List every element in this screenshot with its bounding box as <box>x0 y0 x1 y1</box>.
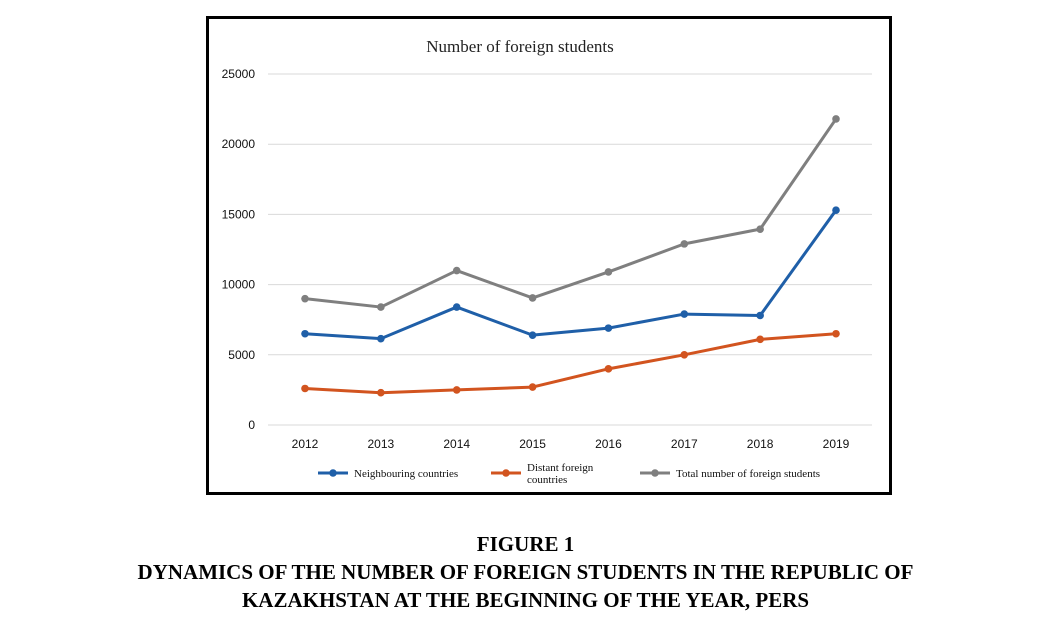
data-point <box>604 324 613 332</box>
x-tick-label: 2012 <box>292 437 319 451</box>
x-tick-label: 2013 <box>368 437 395 451</box>
x-tick-label: 2019 <box>823 437 850 451</box>
legend-entry: Total number of foreign students <box>640 468 820 480</box>
data-point <box>680 240 689 248</box>
series-line <box>304 118 838 309</box>
y-tick-label: 5000 <box>228 348 255 362</box>
data-point <box>301 294 309 303</box>
data-point <box>452 386 461 394</box>
chart-frame <box>206 16 892 495</box>
data-point <box>528 294 537 302</box>
x-tick-label: 2018 <box>747 437 774 451</box>
grid-lines <box>268 73 872 426</box>
data-point <box>377 303 385 311</box>
chart-title: Number of foreign students <box>426 37 613 56</box>
series-1 <box>301 329 840 397</box>
data-point <box>756 225 764 233</box>
series-line <box>304 209 838 341</box>
data-point <box>756 311 764 320</box>
figure-caption-line-2: KAZAKHSTAN AT THE BEGINNING OF THE YEAR,… <box>241 588 810 612</box>
figure-caption-line-1: DYNAMICS OF THE NUMBER OF FOREIGN STUDEN… <box>137 560 914 584</box>
data-point <box>832 115 840 123</box>
y-tick-label: 20000 <box>222 137 256 151</box>
legend-label: Distant foreign <box>527 462 594 474</box>
y-tick-label: 15000 <box>222 207 256 221</box>
legend-marker <box>502 469 510 477</box>
series-line <box>304 332 837 395</box>
data-point <box>301 329 309 338</box>
data-point <box>377 388 385 397</box>
x-tick-label: 2016 <box>595 437 622 451</box>
figure-label: FIGURE 1 <box>476 532 575 556</box>
y-tick-label: 10000 <box>222 278 256 292</box>
data-point <box>832 206 840 214</box>
data-point <box>756 335 764 344</box>
legend-label: Total number of foreign students <box>676 468 820 480</box>
data-point <box>452 303 461 311</box>
data-point <box>832 329 840 338</box>
y-axis-ticks: 0 5000 10000 15000 20000 25000 <box>222 67 256 432</box>
series-lines <box>301 115 840 397</box>
x-tick-label: 2014 <box>443 437 470 451</box>
legend-entry: Neighbouring countries <box>318 468 458 480</box>
x-axis-ticks: 2012 2013 2014 2015 2016 2017 2018 2019 <box>292 437 850 451</box>
data-point <box>604 268 613 276</box>
series-2 <box>301 115 840 311</box>
data-point <box>680 351 689 359</box>
series-0 <box>301 206 840 343</box>
legend-marker <box>651 469 659 477</box>
legend-label: countries <box>527 474 567 486</box>
y-tick-label: 25000 <box>222 67 256 81</box>
data-point <box>301 384 309 393</box>
legend: Neighbouring countries Distant foreigncou… <box>318 462 820 486</box>
legend-marker <box>329 469 337 477</box>
y-tick-label: 0 <box>248 418 255 432</box>
x-tick-label: 2017 <box>671 437 698 451</box>
x-tick-label: 2015 <box>519 437 546 451</box>
data-point <box>377 334 385 343</box>
data-point <box>604 365 613 373</box>
legend-label: Neighbouring countries <box>354 468 458 480</box>
data-point <box>528 331 537 339</box>
data-point <box>528 383 537 391</box>
data-point <box>452 266 461 275</box>
data-point <box>680 310 689 318</box>
